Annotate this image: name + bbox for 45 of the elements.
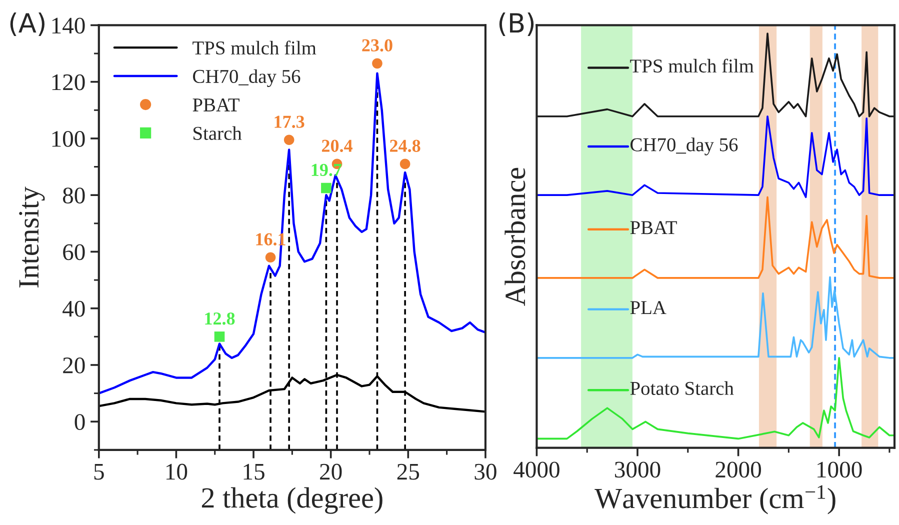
- point: [265, 252, 276, 263]
- x-tick-label: 4000: [514, 462, 560, 478]
- y-tick-label: 20: [63, 357, 85, 374]
- y-tick-label: 140: [52, 18, 85, 34]
- legend-label: CH70_day 56: [630, 138, 738, 156]
- legend-label: Potato Starch: [630, 381, 734, 395]
- x-axis-title: 2 theta (degree): [202, 487, 382, 514]
- annotation: 12.8: [205, 312, 235, 325]
- point: [400, 158, 410, 170]
- x-tick-label: 20: [320, 464, 342, 480]
- x-tick-label: 3000: [615, 462, 660, 478]
- annotation: 24.8: [390, 140, 420, 152]
- y-tick-label: 60: [63, 244, 85, 260]
- x-tick-label: 2000: [716, 462, 761, 478]
- legend-label: CH70_day 56: [193, 69, 300, 88]
- y-axis-title: Absorbance: [504, 168, 526, 306]
- legend-label: PBAT: [192, 98, 240, 112]
- annotation: 19.7: [312, 164, 342, 176]
- legend-label: PBAT: [630, 221, 677, 234]
- x-tick-label: 1000: [818, 462, 862, 478]
- y-axis-title: Intensity: [19, 186, 45, 288]
- annotation: 17.3: [274, 116, 304, 128]
- y-tick-label: 80: [62, 188, 85, 204]
- point: [214, 332, 225, 342]
- x-tick-label: 10: [166, 464, 188, 480]
- chart-title: (A): [10, 12, 44, 36]
- legend-label: Starch: [194, 126, 242, 140]
- y-tick-label: 40: [62, 300, 85, 317]
- point: [321, 182, 332, 194]
- x-tick-label: 25: [397, 464, 420, 480]
- annotation: 20.4: [322, 140, 352, 152]
- legend-label: TPS mulch film: [630, 58, 754, 73]
- x-tick-label: 15: [244, 464, 264, 480]
- point: [372, 58, 382, 69]
- x-tick-label: 5: [94, 464, 104, 480]
- annotation: 23.0: [362, 39, 392, 52]
- y-tick-label: 0: [74, 414, 85, 430]
- legend-label: TPS mulch film: [192, 40, 316, 55]
- y-tick-label: 100: [52, 130, 85, 147]
- x-tick-label: 30: [474, 464, 496, 480]
- point: [284, 134, 294, 146]
- y-tick-label: 120: [52, 74, 85, 90]
- x-axis-title: Wavenumber (cm$^{−1}$): [594, 485, 836, 514]
- legend-label: PLA: [630, 301, 666, 314]
- chart-title: (B): [499, 12, 534, 36]
